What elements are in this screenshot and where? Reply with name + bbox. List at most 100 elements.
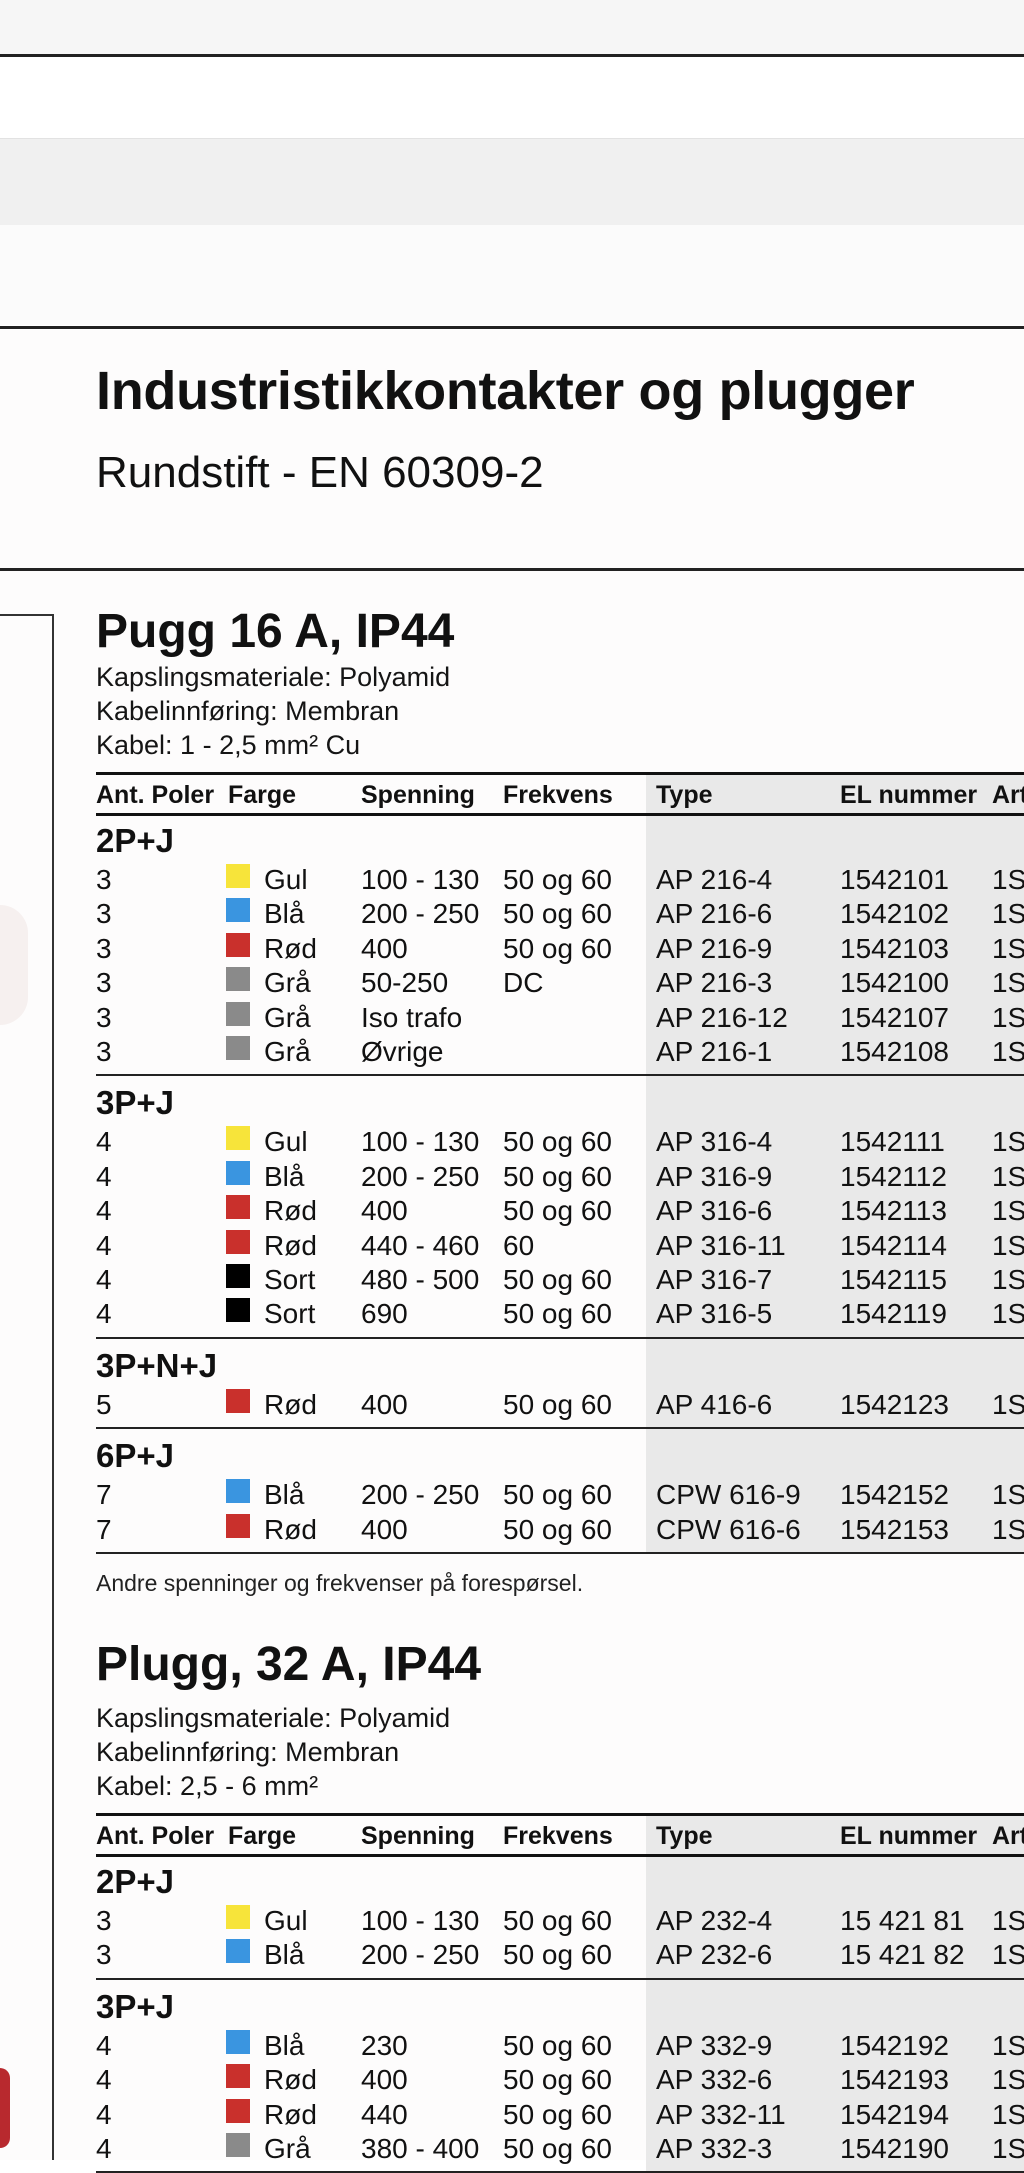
color-cell: Sort (264, 1264, 316, 1295)
frequency-cell: 50 og 60 (503, 1195, 612, 1227)
type-cell: CPW 616-6 (656, 1513, 801, 1545)
poles-cell: 3 (96, 1939, 112, 1971)
color-swatch (226, 1388, 250, 1413)
table-row: 4 Rød 400 50 og 60 AP 332-6 1542193 1S (96, 2064, 1024, 2098)
column-header: Frekvens (503, 781, 613, 809)
color-swatch (226, 1264, 250, 1288)
type-cell: AP 332-6 (656, 2064, 773, 2096)
color-swatch (226, 1939, 250, 1964)
table-row: 3 Blå 200 - 250 50 og 60 AP 216-6 1542102 1S (96, 898, 1024, 932)
type-cell: AP 416-6 (656, 1388, 773, 1420)
art-cell: 1S (992, 898, 1024, 930)
color-swatch (226, 1513, 250, 1538)
side-red-fragment (0, 2068, 10, 2148)
voltage-cell: Øvrige (361, 1036, 444, 1067)
color-swatch (226, 1229, 250, 1254)
section-title: Plugg, 32 A, IP44 (96, 1638, 482, 1691)
column-header: Farge (228, 1822, 297, 1850)
art-cell: 1S (992, 2098, 1024, 2130)
poles-cell: 4 (96, 2029, 112, 2061)
poles-cell: 3 (96, 898, 112, 930)
header-rule (0, 326, 1024, 329)
el-number-cell: 1542190 (840, 2133, 950, 2164)
frequency-cell: 60 (503, 1229, 535, 1261)
column-header: Ant. Poler (96, 781, 215, 809)
el-number-cell: 1542100 (840, 967, 950, 999)
poles-cell: 4 (96, 1229, 112, 1261)
table-row: 4 Sort 690 50 og 60 AP 316-5 1542119 1S (96, 1298, 1024, 1332)
column-header: Farge (228, 781, 297, 809)
frequency-cell: 50 og 60 (503, 1126, 612, 1158)
table-row: 3 Gul 100 - 130 50 og 60 AP 216-4 1542101 1S (96, 864, 1024, 898)
section-title: Pugg 16 A, IP44 (96, 605, 455, 658)
poles-cell: 4 (96, 2098, 112, 2130)
el-number-cell: 1542115 (840, 1264, 947, 1295)
column-header: Ant. Poler (96, 1822, 215, 1850)
column-header: EL nummer (840, 781, 978, 809)
color-swatch (226, 898, 250, 923)
el-number-cell: 1542102 (840, 898, 950, 930)
color-swatch (226, 1126, 250, 1151)
color-swatch (226, 1001, 250, 1026)
art-cell: 1S (992, 2064, 1024, 2096)
el-number-cell: 1542113 (840, 1195, 947, 1227)
el-number-cell: 1542108 (840, 1036, 950, 1067)
type-cell: AP 216-3 (656, 967, 773, 999)
color-cell: Rød (264, 2064, 317, 2096)
poles-cell: 4 (96, 1126, 112, 1158)
color-cell: Gul (264, 864, 308, 895)
spec-line: Kabelinnføring: Membran (96, 696, 400, 726)
art-cell: 1S (992, 932, 1024, 964)
column-header: Frekvens (503, 1822, 613, 1850)
page-title: Industristikkontakter og plugger (96, 361, 915, 421)
art-cell: 1S (992, 967, 1024, 999)
color-cell: Gul (264, 1126, 308, 1158)
type-cell: AP 332-3 (656, 2133, 773, 2164)
voltage-cell: Iso trafo (361, 1001, 463, 1033)
el-number-cell: 1542107 (840, 1001, 950, 1033)
color-cell: Rød (264, 1195, 317, 1227)
table-header: Ant. Poler Farge Spenning Frekvens Type EL nu… (96, 772, 1024, 816)
frequency-cell: 50 og 60 (503, 1479, 612, 1511)
frequency-cell: 50 og 60 (503, 1905, 612, 1936)
el-number-cell: 1542119 (840, 1298, 947, 1330)
frequency-cell: 50 og 60 (503, 2029, 612, 2061)
color-swatch (226, 1905, 250, 1929)
table-row: 4 Rød 400 50 og 60 AP 316-6 1542113 1S (96, 1195, 1024, 1229)
group-divider (96, 1074, 1024, 1077)
voltage-cell: 380 - 400 (361, 2133, 480, 2164)
color-cell: Rød (264, 1513, 317, 1545)
color-swatch (226, 967, 250, 992)
voltage-cell: 200 - 250 (361, 1479, 480, 1511)
column-header: Art (992, 1822, 1024, 1850)
frequency-cell: 50 og 60 (503, 2064, 612, 2096)
type-cell: CPW 616-9 (656, 1479, 801, 1511)
type-cell: AP 316-11 (656, 1229, 786, 1261)
art-cell: 1S (992, 1160, 1024, 1192)
color-swatch (226, 2064, 250, 2089)
art-cell: 1S (992, 1905, 1024, 1936)
poles-cell: 3 (96, 1036, 112, 1067)
frequency-cell: 50 og 60 (503, 1939, 612, 1971)
art-cell: 1S (992, 1388, 1024, 1420)
el-number-cell: 1542123 (840, 1388, 950, 1420)
table-row: 5 Rød 400 50 og 60 AP 416-6 1542123 1S (96, 1388, 1024, 1423)
poles-cell: 4 (96, 1298, 112, 1330)
type-cell: AP 332-9 (656, 2029, 773, 2061)
table-row: 3 Grå 50-250 DC AP 216-3 1542100 1S (96, 967, 1024, 1001)
voltage-cell: 480 - 500 (361, 1264, 480, 1295)
art-cell: 1S (992, 1479, 1024, 1511)
spec-line: Kabel: 1 - 2,5 mm² Cu (96, 730, 361, 760)
voltage-cell: 400 (361, 932, 408, 964)
column-header: EL nummer (840, 1822, 978, 1850)
voltage-cell: 690 (361, 1298, 408, 1330)
table-row: 4 Rød 440 50 og 60 AP 332-11 1542194 1S (96, 2098, 1024, 2133)
frequency-cell: DC (503, 967, 544, 999)
table-header: Ant. Poler Farge Spenning Frekvens Type EL nu… (96, 1813, 1024, 1857)
voltage-cell: 400 (361, 2064, 408, 2096)
frequency-cell: 50 og 60 (503, 1513, 612, 1545)
frequency-cell: 50 og 60 (503, 1160, 612, 1192)
group-title: 3P+J (96, 1987, 174, 2025)
type-cell: AP 216-4 (656, 864, 773, 895)
group-title: 3P+J (96, 1084, 174, 1122)
